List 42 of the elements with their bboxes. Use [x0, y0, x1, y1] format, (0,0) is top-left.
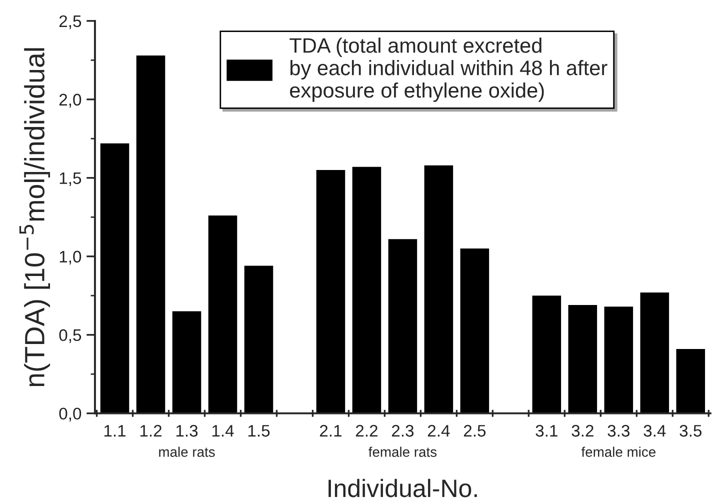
bar: [532, 296, 562, 414]
bar: [136, 55, 166, 414]
text: female mice: [581, 446, 656, 457]
x-axis-title: Individual-No.: [328, 478, 477, 498]
y-tick-label: 2,5: [59, 15, 82, 30]
x-tick-label: 1.4: [212, 425, 234, 437]
bar: [460, 248, 490, 414]
x-tick-label: 1.2: [140, 424, 162, 437]
text: female rats: [368, 446, 437, 457]
bar: [388, 239, 418, 414]
y-tick-label: 1,5: [60, 172, 82, 186]
x-tick-label: 1.3: [176, 424, 198, 437]
bar: [604, 306, 634, 414]
x-tick-label: 2.5: [464, 424, 486, 437]
bar: [100, 143, 130, 414]
x-tick-label: 3.2: [572, 424, 594, 437]
bar: [676, 348, 706, 414]
x-tick-label: 1.5: [248, 425, 270, 437]
x-tick-label: 2.3: [392, 424, 414, 437]
y-axis-title: n(TDA) [10$^{−5}$mol]/individual: [19, 48, 50, 386]
y-tick-label: 2,0: [59, 94, 82, 108]
x-tick-label: 2.4: [428, 424, 450, 437]
x-tick-label: 2.2: [356, 424, 378, 437]
x-tick-label: 3.5: [680, 424, 702, 437]
y-tick-label: 0,0: [59, 408, 82, 422]
bar: [640, 292, 670, 414]
legend-label: TDA (total amount excreted by each individual within 48 h after exposure of ethylene oxide): [290, 38, 608, 102]
x-tick-label: 3.1: [536, 424, 558, 437]
bar: [244, 266, 274, 414]
bar: [172, 311, 202, 414]
bar: [424, 165, 454, 414]
x-tick-label: 3.4: [644, 424, 666, 437]
bar: [568, 305, 598, 414]
y-tick-label: 0,5: [59, 329, 82, 344]
x-tick-label: 3.3: [608, 424, 630, 437]
bar: [316, 170, 346, 414]
bar: [208, 216, 238, 414]
bar: [352, 166, 382, 414]
x-tick-label: 2.1: [320, 424, 342, 437]
text: male rats: [159, 446, 215, 457]
x-tick-label: 1.1: [104, 425, 126, 437]
y-tick-label: 1,0: [60, 250, 82, 265]
